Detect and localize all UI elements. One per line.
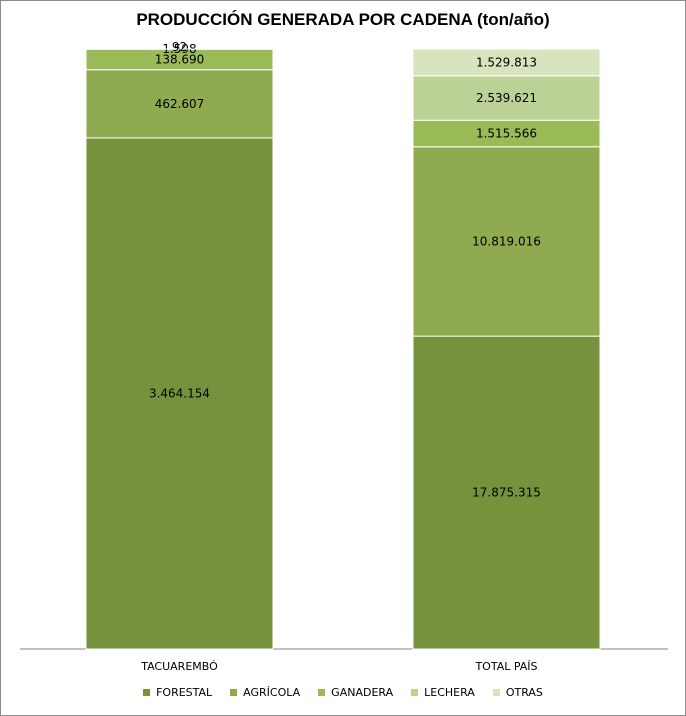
- legend-item-forestal: FORESTAL: [143, 686, 212, 699]
- bar-segment-forestal-0: [85, 137, 274, 650]
- bar-segment-lechera-1: [412, 75, 601, 121]
- legend-swatch: [230, 689, 238, 696]
- legend-swatch: [143, 689, 151, 696]
- bar-segment-forestal-1: [412, 335, 601, 650]
- legend-swatch: [492, 689, 500, 696]
- data-label-otras-0: 92: [172, 40, 187, 54]
- data-label-ganadera-1: 1.515.566: [476, 126, 537, 140]
- legend-item-lechera: LECHERA: [411, 686, 475, 699]
- legend-item-ganadera: GANADERA: [318, 686, 393, 699]
- category-label: TOTAL PAÍS: [474, 660, 537, 673]
- legend-item-agrícola: AGRÍCOLA: [230, 686, 300, 699]
- legend-label: GANADERA: [331, 686, 394, 699]
- legend-item-otras: OTRAS: [492, 686, 543, 699]
- data-label-forestal-0: 3.464.154: [149, 386, 210, 400]
- data-label-lechera-1: 2.539.621: [476, 91, 537, 105]
- category-label: TACUAREMBÓ: [140, 660, 218, 673]
- legend-label: OTRAS: [505, 686, 543, 699]
- chart-title: PRODUCCIÓN GENERADA POR CADENA (ton/año): [136, 10, 550, 29]
- legend-label: LECHERA: [424, 686, 475, 699]
- legend: FORESTAL AGRÍCOLA GANADERA LECHERA OTRAS: [0, 686, 686, 699]
- data-label-forestal-1: 17.875.315: [472, 486, 541, 500]
- data-label-ganadera-0: 138.690: [155, 52, 205, 66]
- data-label-otras-1: 1.529.813: [476, 55, 537, 69]
- legend-label: FORESTAL: [156, 686, 213, 699]
- bar-segment-agrícola-0: [85, 69, 274, 139]
- legend-swatch: [411, 689, 419, 696]
- data-label-agrícola-0: 462.607: [155, 97, 205, 111]
- legend-label: AGRÍCOLA: [243, 686, 301, 699]
- legend-swatch: [318, 689, 326, 696]
- data-label-agrícola-1: 10.819.016: [472, 234, 541, 248]
- bar-segment-otras-1: [412, 48, 601, 77]
- bar-segment-agrícola-1: [412, 146, 601, 337]
